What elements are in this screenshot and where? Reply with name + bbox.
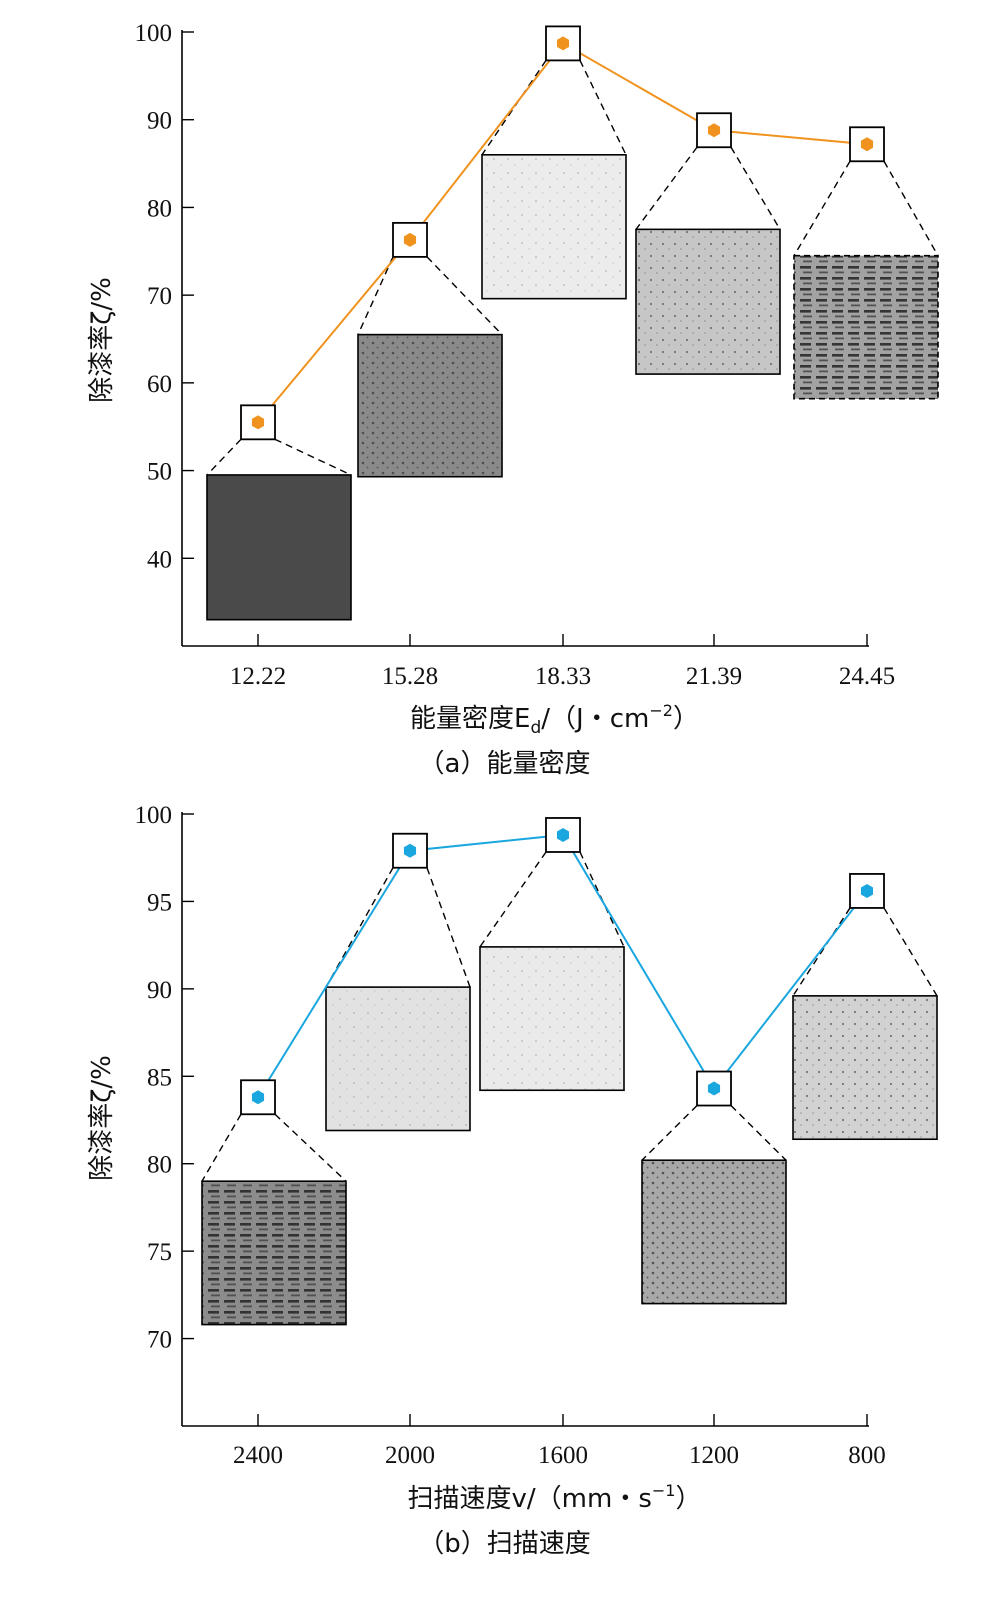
callout-line: [793, 160, 851, 257]
x-tick-label: 18.33: [535, 663, 591, 690]
y-tick-label: 70: [147, 283, 172, 310]
micrograph-texture: [326, 987, 470, 1131]
y-tick-label: 40: [147, 546, 172, 573]
y-tick-label: 95: [147, 889, 172, 916]
y-tick-label: 90: [147, 108, 172, 135]
callout-line: [883, 160, 939, 257]
micrograph-frame: [479, 946, 625, 1092]
micrograph-frame: [793, 254, 939, 400]
data-point: [860, 883, 874, 898]
callout-line: [206, 438, 242, 476]
micrograph-texture: [793, 995, 937, 1140]
micrograph-texture: [636, 229, 780, 375]
y-axis-title: 除漆率ζ/%: [87, 277, 117, 403]
y-tick-label: 80: [147, 1152, 172, 1179]
y-axis-title: 除漆率ζ/%: [87, 1055, 117, 1181]
data-point: [860, 137, 874, 152]
micrograph-frame: [481, 154, 627, 300]
x-tick-label: 24.45: [839, 663, 895, 690]
y-tick-label: 80: [147, 195, 172, 222]
callout-line: [426, 256, 503, 336]
panel-caption: （a）能量密度: [419, 749, 591, 779]
callout-line: [883, 907, 938, 997]
data-point: [403, 843, 417, 858]
callout-line: [426, 867, 471, 988]
x-tick-label: 1600: [538, 1442, 588, 1469]
micrograph-texture: [202, 1181, 346, 1325]
y-tick-label: 100: [135, 802, 173, 829]
chart-panel-a: 100 90 80 70 60 50 40 12.22 15.28 18.33 21.39 24.45…: [87, 20, 939, 779]
x-tick-label: 1200: [689, 1442, 739, 1469]
callout-line: [579, 60, 627, 156]
micrograph-texture: [482, 154, 626, 299]
data-point: [707, 1081, 721, 1096]
micrograph-frame: [206, 474, 352, 621]
data-point: [251, 415, 265, 430]
y-tick-label: 90: [147, 977, 172, 1004]
data-point-box: [849, 126, 885, 163]
panel-caption: （b）扫描速度: [418, 1529, 591, 1559]
data-point: [707, 123, 721, 138]
callout-line: [274, 438, 352, 476]
y-tick-label: 85: [147, 1064, 172, 1091]
callout-line: [730, 1105, 787, 1161]
callout-line: [201, 1113, 242, 1182]
y-tick-label: 60: [147, 371, 172, 398]
data-point: [556, 36, 570, 51]
y-tick-label: 70: [147, 1327, 172, 1354]
micrograph-texture: [642, 1160, 786, 1304]
micrograph-frame: [641, 1159, 787, 1305]
micrograph-frame: [201, 1180, 347, 1326]
x-tick-label: 2000: [385, 1442, 435, 1469]
y-tick-label: 75: [147, 1239, 172, 1266]
x-tick-label: 2400: [233, 1442, 283, 1469]
callout-line: [730, 146, 781, 230]
callout-line: [357, 256, 394, 335]
callout-line: [641, 1105, 698, 1161]
callout-line: [792, 907, 851, 997]
callout-line: [274, 1113, 347, 1182]
micrograph-frame: [325, 986, 471, 1132]
y-tick-label: 50: [147, 459, 172, 486]
y-tick-label: 100: [135, 20, 173, 47]
chart-panel-b: 100 95 90 85 80 75 70 2400 2000 1600 1200 800 除漆率ζ/%…: [87, 802, 938, 1559]
x-tick-label: 21.39: [686, 663, 742, 690]
x-axis-title: 扫描速度v/（mm・s−1）: [408, 1481, 702, 1514]
micrograph-texture: [480, 946, 624, 1091]
micrograph-thumbnail: [207, 474, 351, 620]
micrograph-texture: [794, 255, 938, 399]
data-point: [251, 1090, 265, 1105]
x-tick-label: 15.28: [382, 663, 438, 690]
x-tick-label: 800: [848, 1442, 886, 1469]
callout-line: [635, 146, 698, 230]
micrograph-frame: [635, 228, 781, 375]
micrograph-frame: [792, 995, 938, 1141]
x-axis-title: 能量密度Ed/（J・cm−2）: [410, 701, 699, 738]
data-point: [556, 827, 570, 842]
x-tick-label: 12.22: [230, 663, 286, 690]
micrograph-texture: [358, 334, 502, 477]
micrograph-frame: [357, 333, 503, 478]
data-point: [403, 232, 417, 247]
callout-line: [479, 851, 547, 948]
